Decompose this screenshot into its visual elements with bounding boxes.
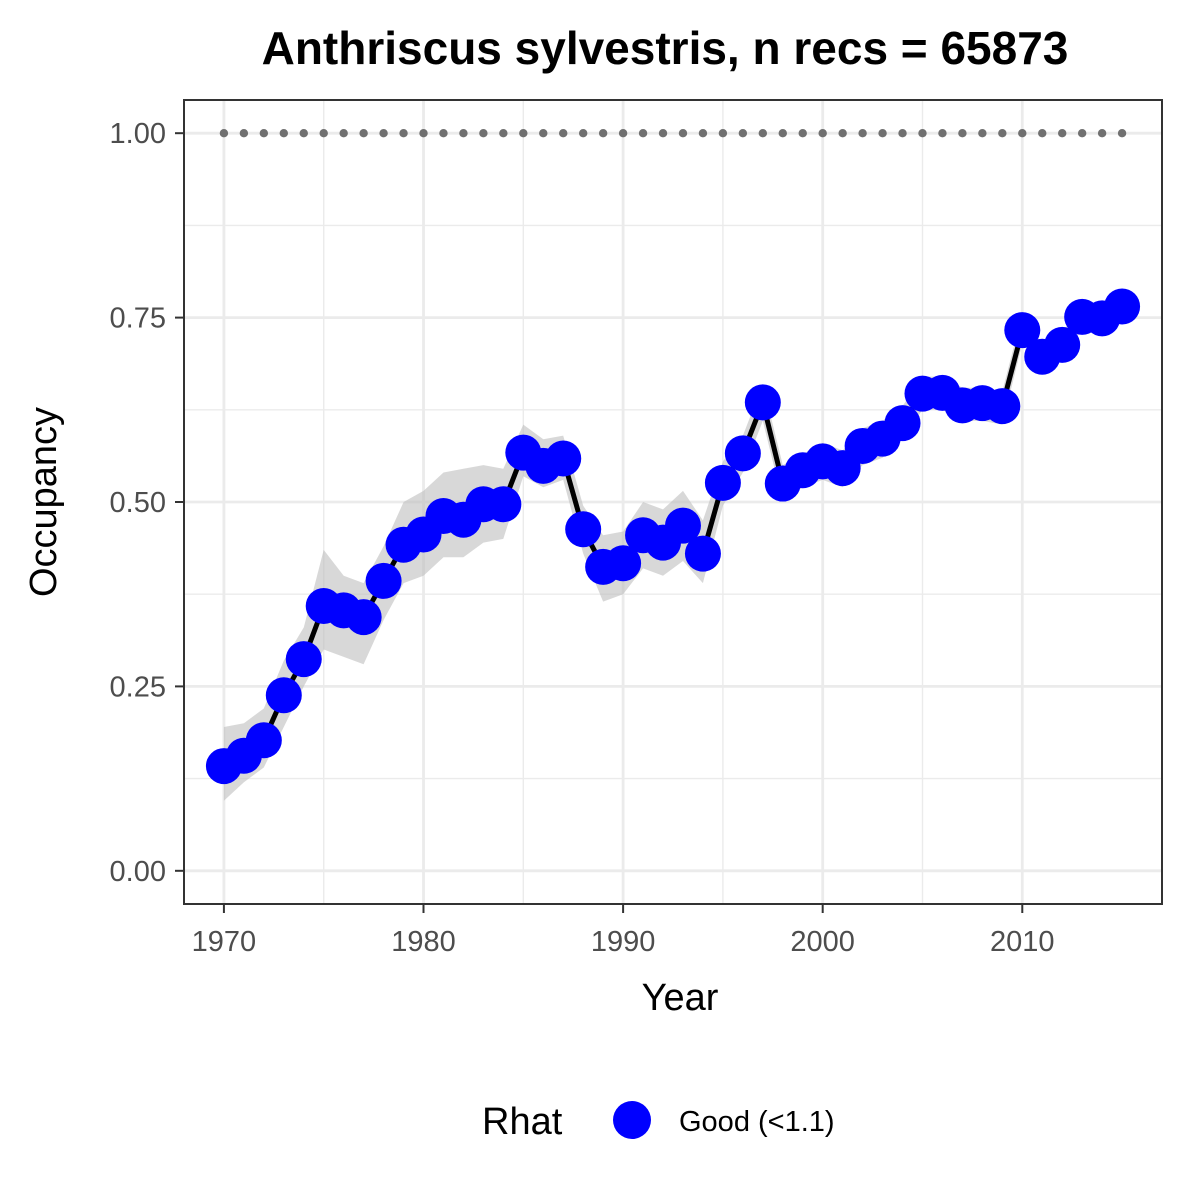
- reference-dot: [698, 128, 708, 138]
- y-tick-label: 0.25: [110, 671, 166, 703]
- reference-dot: [559, 128, 568, 138]
- reference-dot: [578, 128, 588, 138]
- reference-dot: [598, 128, 608, 138]
- x-tick-label: 1990: [591, 926, 656, 958]
- reference-dot: [219, 128, 229, 138]
- data-point: [605, 545, 642, 582]
- reference-dot: [539, 128, 548, 138]
- reference-dot: [958, 128, 967, 138]
- reference-dot: [419, 128, 428, 138]
- chart-title: Anthriscus sylvestris, n recs = 65873: [262, 22, 1069, 74]
- reference-dot: [798, 128, 807, 138]
- x-tick-label: 2010: [990, 926, 1055, 958]
- reference-dot: [618, 128, 628, 138]
- data-point: [664, 507, 701, 544]
- data-point: [265, 677, 302, 714]
- reference-dot: [758, 128, 768, 138]
- legend: Rhat Good (<1.1): [482, 1101, 835, 1143]
- data-point: [365, 562, 402, 599]
- reference-dot: [439, 128, 448, 138]
- reference-dot: [359, 128, 368, 138]
- legend-title: Rhat: [482, 1101, 563, 1143]
- x-tick-label: 2000: [790, 926, 855, 958]
- data-point: [744, 384, 781, 421]
- reference-dot: [259, 128, 269, 138]
- data-point: [345, 599, 382, 636]
- reference-dot: [678, 128, 688, 138]
- x-axis-title: Year: [642, 977, 719, 1019]
- reference-dot: [1077, 128, 1087, 138]
- data-points-layer: [205, 288, 1141, 785]
- y-tick-label: 0.00: [110, 856, 166, 888]
- y-tick-label: 0.75: [110, 303, 166, 335]
- reference-dot: [1097, 128, 1107, 138]
- reference-dot: [1018, 128, 1027, 138]
- reference-dot: [778, 128, 787, 138]
- data-point: [704, 464, 741, 501]
- reference-dot: [838, 128, 847, 138]
- reference-dot: [978, 128, 987, 138]
- reference-dot: [279, 128, 288, 138]
- data-point: [485, 486, 522, 523]
- reference-dot: [1117, 128, 1127, 138]
- reference-dot: [499, 128, 508, 138]
- y-axis-title: Occupancy: [23, 407, 65, 597]
- reference-dot: [898, 128, 907, 138]
- y-tick-label: 0.50: [110, 487, 166, 519]
- data-point: [545, 440, 582, 477]
- reference-dot: [918, 128, 927, 138]
- legend-label-good: Good (<1.1): [679, 1106, 835, 1138]
- legend-key-good: [613, 1101, 651, 1139]
- reference-dot: [239, 128, 249, 138]
- reference-dot: [638, 128, 648, 138]
- data-point: [565, 511, 602, 548]
- x-tick-label: 1980: [391, 926, 456, 958]
- data-point: [1004, 312, 1041, 349]
- reference-dot: [299, 128, 308, 138]
- reference-dot: [399, 128, 408, 138]
- data-point: [1044, 326, 1081, 363]
- y-tick-label: 1.00: [110, 118, 166, 150]
- data-point: [984, 388, 1021, 425]
- reference-dot: [938, 128, 947, 138]
- reference-dot: [878, 128, 887, 138]
- axis-ticks: 1970 1980 1990 2000 2010 0.00 0.25 0.50 0.75 1.00: [110, 118, 1055, 958]
- reference-line-layer: [219, 128, 1127, 138]
- reference-dot: [658, 128, 668, 138]
- data-point: [884, 405, 921, 442]
- reference-dot: [519, 128, 528, 138]
- reference-dot: [379, 128, 388, 138]
- data-point: [684, 535, 721, 572]
- reference-dot: [858, 128, 867, 138]
- reference-dot: [1058, 128, 1067, 138]
- reference-dot: [479, 128, 488, 138]
- reference-dot: [818, 128, 827, 138]
- reference-dot: [319, 128, 328, 138]
- data-point: [1104, 288, 1141, 325]
- reference-dot: [459, 128, 468, 138]
- reference-dot: [339, 128, 348, 138]
- data-point: [724, 435, 761, 472]
- reference-dot: [738, 128, 748, 138]
- data-point: [245, 722, 282, 759]
- data-point: [285, 641, 322, 678]
- reference-dot: [1038, 128, 1047, 138]
- reference-dot: [998, 128, 1007, 138]
- x-tick-label: 1970: [192, 926, 257, 958]
- reference-dot: [718, 128, 728, 138]
